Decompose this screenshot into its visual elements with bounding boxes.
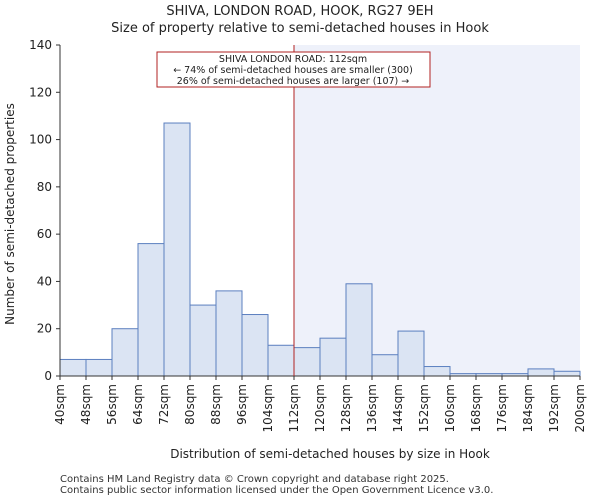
y-tick-label: 20: [37, 322, 52, 336]
x-tick-label: 104sqm: [261, 384, 275, 432]
histogram-bar: [527, 368, 555, 377]
y-axis-label: Number of semi-detached properties: [3, 103, 17, 325]
annotation-line-1: SHIVA LONDON ROAD: 112sqm: [219, 54, 367, 65]
x-tick-label: 136sqm: [365, 384, 379, 432]
x-tick-label: 128sqm: [339, 384, 353, 432]
histogram-bar: [189, 304, 217, 377]
x-tick-label: 200sqm: [573, 384, 587, 432]
y-tick-label: 40: [37, 274, 52, 288]
x-tick-label: 192sqm: [547, 384, 561, 432]
x-tick-label: 64sqm: [131, 384, 145, 425]
x-tick-label: 48sqm: [79, 384, 93, 425]
x-tick-label: 176sqm: [495, 384, 509, 432]
chart-title: SHIVA, LONDON ROAD, HOOK, RG27 9EH: [166, 4, 434, 19]
x-tick-label: 160sqm: [443, 384, 457, 432]
chart-subtitle: Size of property relative to semi-detach…: [111, 21, 489, 36]
histogram-bar: [241, 314, 269, 377]
x-tick-label: 112sqm: [287, 384, 301, 432]
footer-line-1: Contains HM Land Registry data © Crown c…: [60, 474, 449, 485]
x-tick-label: 144sqm: [391, 384, 405, 432]
x-tick-label: 56sqm: [105, 384, 119, 425]
x-tick-label: 40sqm: [53, 384, 67, 425]
y-tick-label: 120: [29, 85, 52, 99]
histogram-bar: [59, 358, 87, 377]
histogram-bar: [215, 290, 243, 377]
x-tick-label: 80sqm: [183, 384, 197, 425]
histogram-bar: [319, 337, 347, 377]
histogram-bar: [85, 358, 113, 377]
histogram-bar: [553, 370, 581, 377]
annotation-line-3: 26% of semi-detached houses are larger (…: [177, 76, 410, 87]
histogram-bar: [371, 354, 399, 377]
y-tick-label: 80: [37, 180, 52, 194]
x-tick-label: 72sqm: [157, 384, 171, 425]
histogram-bar: [267, 344, 295, 377]
x-tick-label: 152sqm: [417, 384, 431, 432]
x-tick-label: 168sqm: [469, 384, 483, 432]
histogram-bar: [111, 328, 139, 377]
x-tick-label: 120sqm: [313, 384, 327, 432]
x-tick-label: 96sqm: [235, 384, 249, 425]
larger-region-shade: [294, 45, 580, 376]
histogram-bar: [423, 366, 451, 377]
histogram-bar: [293, 347, 321, 377]
x-tick-label: 88sqm: [209, 384, 223, 425]
y-tick-label: 60: [37, 227, 52, 241]
y-tick-label: 0: [44, 369, 52, 383]
histogram-bar: [137, 243, 165, 377]
x-axis-label: Distribution of semi-detached houses by …: [170, 447, 490, 461]
histogram-bar: [163, 122, 191, 377]
annotation-box: [156, 51, 431, 88]
y-tick-label: 100: [29, 133, 52, 147]
x-tick-label: 184sqm: [521, 384, 535, 432]
footer-line-2: Contains public sector information licen…: [60, 485, 494, 496]
histogram-bar: [345, 283, 373, 377]
histogram-bar: [397, 330, 425, 377]
y-tick-label: 140: [29, 38, 52, 52]
annotation-line-2: ← 74% of semi-detached houses are smalle…: [173, 65, 413, 76]
